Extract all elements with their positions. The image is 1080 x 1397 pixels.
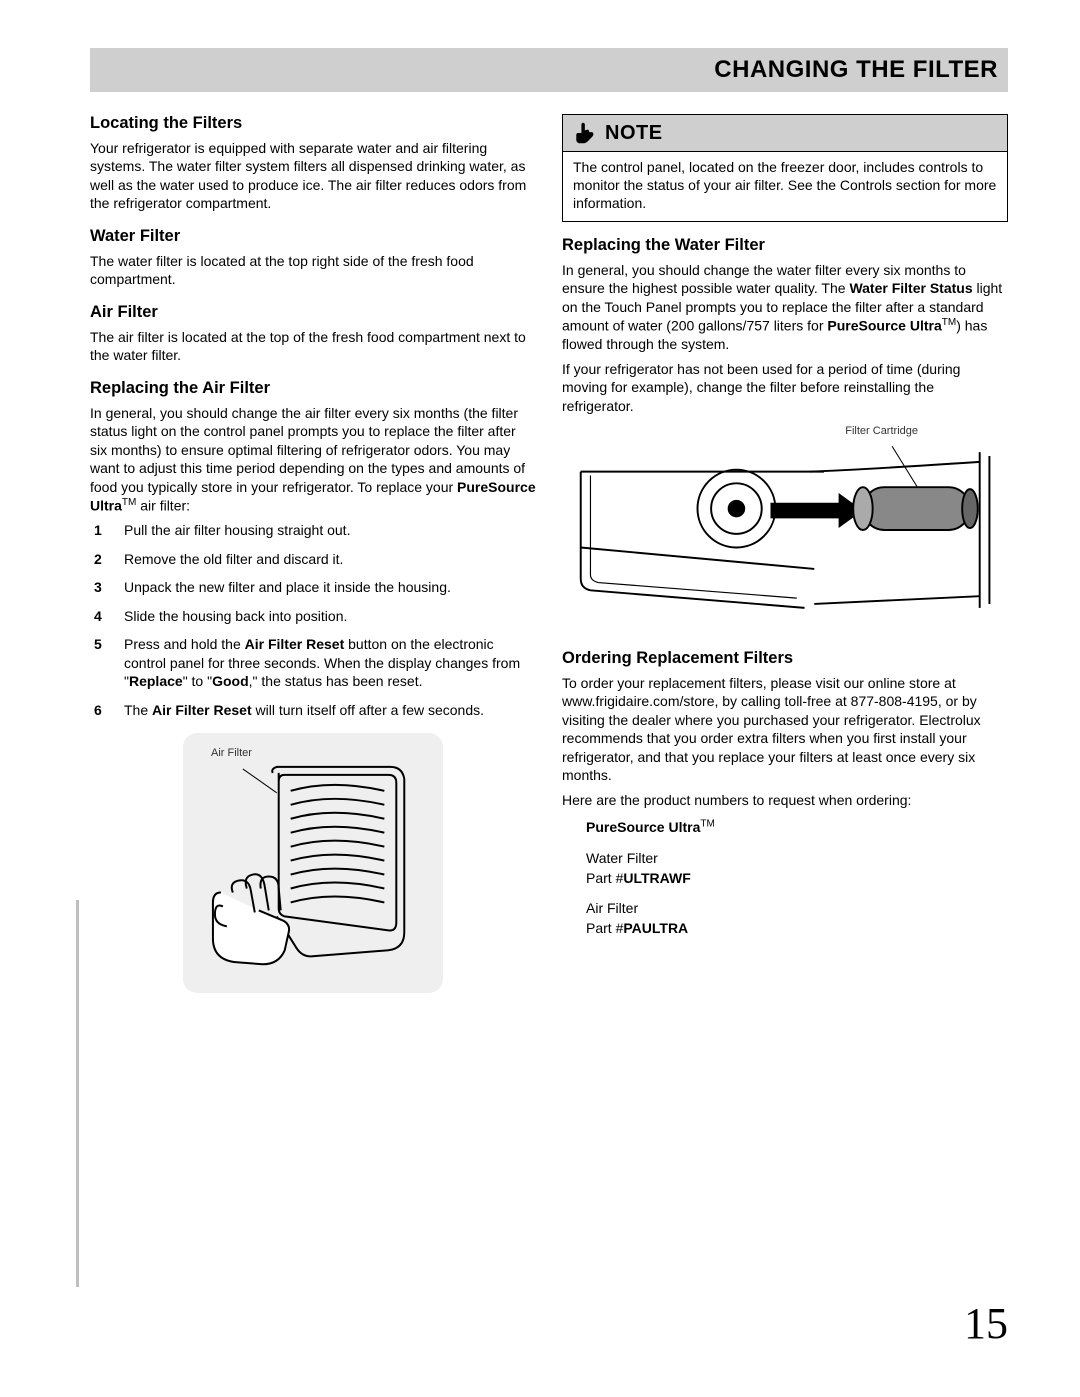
figure-label-cartridge: Filter Cartridge	[845, 425, 918, 437]
left-margin-rule	[76, 900, 79, 1287]
step-6: The Air Filter Reset will turn itself of…	[124, 701, 536, 719]
figure-label-air: Air Filter	[211, 747, 252, 759]
air-filter-illustration	[193, 743, 432, 982]
s6-post: will turn itself off after a few seconds…	[252, 702, 484, 718]
heading-locating: Locating the Filters	[90, 114, 536, 133]
step-2: Remove the old filter and discard it.	[124, 550, 536, 568]
page-title: CHANGING THE FILTER	[714, 56, 998, 84]
heading-water-filter: Water Filter	[90, 227, 536, 246]
s5-pre: Press and hold the	[124, 636, 245, 652]
step-4: Slide the housing back into position.	[124, 607, 536, 625]
step-3: Unpack the new filter and place it insid…	[124, 578, 536, 596]
body-replace-water-2: If your refrigerator has not been used f…	[562, 360, 1008, 415]
right-column: NOTE The control panel, located on the f…	[562, 114, 1008, 993]
heading-air-filter: Air Filter	[90, 303, 536, 322]
note-header: NOTE	[563, 115, 1007, 152]
brand-name: PureSource Ultra	[586, 819, 700, 835]
s5-b1: Air Filter Reset	[245, 636, 345, 652]
air-filter-label: Air Filter	[586, 898, 1008, 918]
tm-icon: TM	[942, 317, 956, 328]
heading-replace-water: Replacing the Water Filter	[562, 236, 1008, 255]
step-1: Pull the air filter housing straight out…	[124, 521, 536, 539]
part-numbers: PureSource UltraTM Water Filter Part #UL…	[562, 817, 1008, 938]
intro-post: air filter:	[136, 498, 190, 514]
body-ordering-1: To order your replacement filters, pleas…	[562, 674, 1008, 785]
tm-icon: TM	[700, 819, 714, 830]
body-replace-air-intro: In general, you should change the air fi…	[90, 404, 536, 515]
air-filter-steps: Pull the air filter housing straight out…	[90, 521, 536, 719]
rw-p1-b1: Water Filter Status	[849, 280, 972, 296]
note-title: NOTE	[605, 122, 663, 145]
figure-air-filter: Air Filter	[183, 733, 443, 993]
body-water-filter: The water filter is located at the top r…	[90, 252, 536, 289]
wf-part-pre: Part #	[586, 870, 623, 886]
s5-b3: Good	[212, 673, 249, 689]
af-part: PAULTRA	[623, 920, 688, 936]
s5-b2: Replace	[129, 673, 183, 689]
water-filter-illustration	[571, 425, 999, 635]
heading-ordering: Ordering Replacement Filters	[562, 649, 1008, 668]
page-number: 15	[964, 1298, 1008, 1349]
step-5: Press and hold the Air Filter Reset butt…	[124, 635, 536, 690]
body-air-filter: The air filter is located at the top of …	[90, 328, 536, 365]
figure-water-filter: Filter Cartridge	[562, 425, 1008, 635]
body-ordering-2: Here are the product numbers to request …	[562, 791, 1008, 809]
af-part-pre: Part #	[586, 920, 623, 936]
body-replace-water-1: In general, you should change the water …	[562, 261, 1008, 354]
wf-part: ULTRAWF	[623, 870, 690, 886]
s6-b1: Air Filter Reset	[152, 702, 252, 718]
s5-post: ," the status has been reset.	[249, 673, 423, 689]
note-body: The control panel, located on the freeze…	[563, 152, 1007, 221]
rw-p1-b2: PureSource Ultra	[827, 318, 941, 334]
pointing-hand-icon	[573, 121, 595, 145]
body-locating: Your refrigerator is equipped with separ…	[90, 139, 536, 213]
tm-icon: TM	[122, 497, 136, 508]
left-column: Locating the Filters Your refrigerator i…	[90, 114, 536, 993]
heading-replace-air: Replacing the Air Filter	[90, 379, 536, 398]
s5-mid2: " to "	[183, 673, 212, 689]
page-title-bar: CHANGING THE FILTER	[90, 48, 1008, 92]
s6-pre: The	[124, 702, 152, 718]
note-box: NOTE The control panel, located on the f…	[562, 114, 1008, 222]
water-filter-label: Water Filter	[586, 848, 1008, 868]
